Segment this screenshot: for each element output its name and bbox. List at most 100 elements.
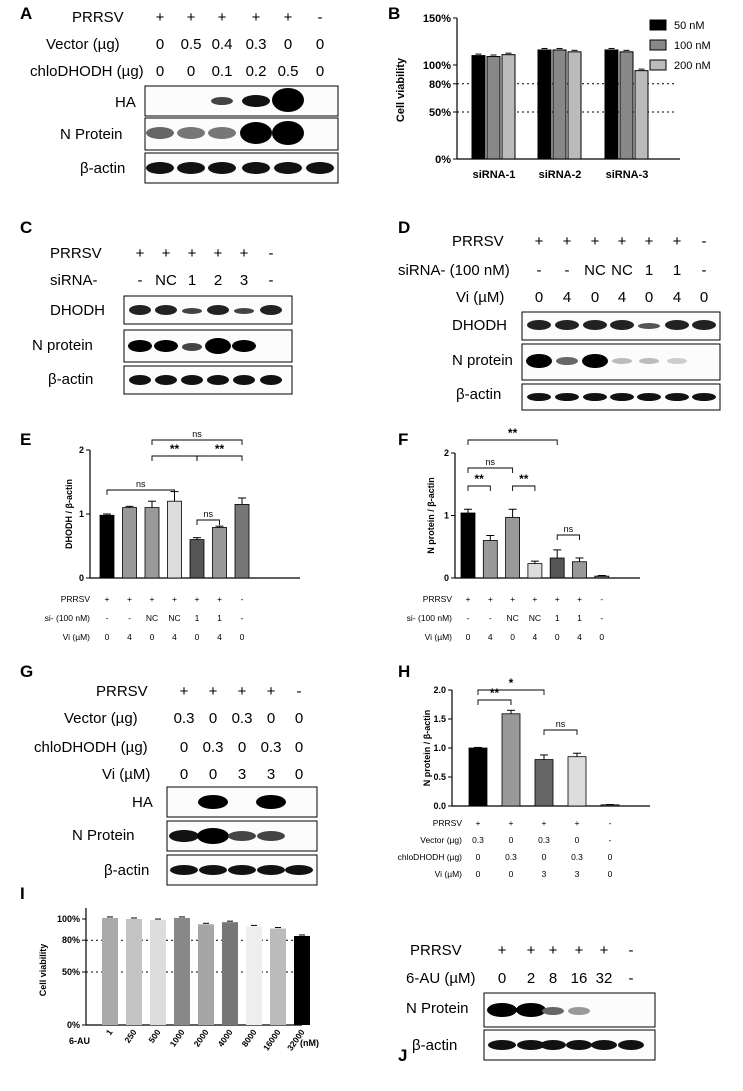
significance-bracket bbox=[556, 534, 580, 540]
condition-value: 0.5 bbox=[180, 36, 202, 53]
bar bbox=[537, 49, 552, 160]
blot-label-ha: HA bbox=[115, 94, 136, 111]
y-axis-label: N protein / β-actin bbox=[422, 710, 432, 787]
condition-value: + bbox=[105, 594, 110, 604]
condition-value: - bbox=[628, 942, 634, 959]
row-label-sirna: siRNA- (100 nM) bbox=[398, 262, 510, 279]
condition-value: 0 bbox=[608, 852, 613, 862]
x-axis-label: 6-AU bbox=[69, 1036, 90, 1046]
condition-value: + bbox=[186, 9, 196, 26]
significance-label: ns bbox=[486, 457, 496, 467]
condition-value: + bbox=[488, 594, 493, 604]
condition-value: + bbox=[672, 233, 682, 250]
condition-value: 0 bbox=[179, 766, 189, 783]
bar bbox=[604, 49, 619, 160]
y-tick-label: 1.0 bbox=[433, 743, 446, 753]
condition-value: NC bbox=[168, 613, 180, 623]
condition-value: + bbox=[161, 245, 171, 262]
condition-value: + bbox=[217, 9, 227, 26]
condition-value: 0 bbox=[315, 36, 325, 53]
condition-value: + bbox=[251, 9, 261, 26]
condition-value: 4 bbox=[172, 632, 177, 642]
condition-value: + bbox=[590, 233, 600, 250]
panel-letter-i: I bbox=[20, 884, 25, 903]
condition-value: + bbox=[239, 245, 249, 262]
condition-value: 0 bbox=[186, 63, 196, 80]
bar bbox=[505, 516, 521, 579]
panel-letter-h: H bbox=[398, 662, 411, 681]
bar bbox=[501, 713, 521, 807]
condition-label: si- (100 nM) bbox=[45, 613, 91, 623]
condition-value: 32 bbox=[595, 970, 613, 987]
bar bbox=[549, 557, 565, 579]
blot-label-dhodh: DHODH bbox=[452, 317, 507, 334]
bar bbox=[471, 55, 486, 160]
condition-value: 0 bbox=[542, 852, 547, 862]
bar bbox=[144, 507, 160, 579]
bar bbox=[198, 924, 214, 1025]
panel-letter-a: A bbox=[20, 4, 33, 23]
bar bbox=[460, 512, 476, 579]
condition-value: 16 bbox=[570, 970, 588, 987]
condition-value: 0.3 bbox=[231, 710, 253, 727]
condition-value: 8 bbox=[548, 970, 558, 987]
condition-value: 0 bbox=[466, 632, 471, 642]
significance-bracket bbox=[477, 699, 512, 705]
condition-value: + bbox=[135, 245, 145, 262]
bar bbox=[167, 500, 182, 579]
condition-value: 0 bbox=[240, 632, 245, 642]
condition-value: + bbox=[497, 942, 507, 959]
condition-label: Vi (µM) bbox=[63, 632, 91, 642]
panel-letter-j: J bbox=[398, 1046, 408, 1065]
significance-label: ns bbox=[564, 524, 574, 534]
bar bbox=[294, 935, 310, 1025]
x-tick-label: siRNA-3 bbox=[606, 169, 649, 181]
condition-value: - bbox=[609, 835, 612, 845]
condition-label: Vi (µM) bbox=[425, 632, 453, 642]
condition-value: + bbox=[548, 942, 558, 959]
significance-label: ns bbox=[203, 509, 213, 519]
condition-value: 0 bbox=[608, 869, 613, 879]
condition-value: 0 bbox=[509, 835, 514, 845]
condition-value: + bbox=[534, 233, 544, 250]
condition-value: - bbox=[701, 262, 707, 279]
condition-value: + bbox=[644, 233, 654, 250]
y-tick-label: 1 bbox=[444, 511, 449, 521]
significance-label: * bbox=[509, 676, 514, 690]
legend-label: 50 nM bbox=[674, 20, 705, 32]
condition-value: + bbox=[617, 233, 627, 250]
condition-value: NC bbox=[506, 613, 518, 623]
condition-value: 0 bbox=[599, 632, 604, 642]
y-tick-label: 0% bbox=[435, 154, 451, 166]
condition-value: 0.1 bbox=[211, 63, 233, 80]
panel-letter-d: D bbox=[398, 218, 411, 237]
significance-label: ** bbox=[170, 442, 180, 456]
condition-value: 1 bbox=[187, 272, 197, 289]
condition-value: + bbox=[283, 9, 293, 26]
significance-label: ** bbox=[490, 686, 500, 700]
condition-value: 4 bbox=[672, 289, 682, 306]
condition-value: + bbox=[195, 594, 200, 604]
significance-label: ** bbox=[508, 426, 518, 440]
condition-value: NC bbox=[611, 262, 633, 279]
y-tick-label: 0% bbox=[67, 1020, 80, 1030]
condition-value: - bbox=[128, 613, 131, 623]
blot-label-n-protein: N protein bbox=[32, 337, 93, 354]
condition-value: 4 bbox=[562, 289, 572, 306]
y-tick-label: 80% bbox=[62, 935, 80, 945]
condition-value: 3 bbox=[575, 869, 580, 879]
condition-value: 0 bbox=[294, 710, 304, 727]
bar bbox=[270, 928, 286, 1025]
condition-value: 0.3 bbox=[202, 739, 224, 756]
condition-value: 0 bbox=[237, 739, 247, 756]
condition-value: + bbox=[555, 594, 560, 604]
condition-value: 0.3 bbox=[245, 36, 267, 53]
condition-value: 0 bbox=[294, 739, 304, 756]
condition-value: - bbox=[106, 613, 109, 623]
y-tick-label: 1.5 bbox=[433, 714, 446, 724]
legend-swatch bbox=[649, 59, 667, 71]
significance-label: ns bbox=[136, 479, 146, 489]
significance-bracket bbox=[151, 439, 243, 445]
condition-value: + bbox=[217, 594, 222, 604]
